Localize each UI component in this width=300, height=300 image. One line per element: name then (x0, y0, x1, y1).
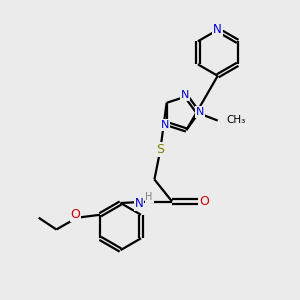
Text: N: N (161, 120, 169, 130)
Text: N: N (213, 23, 222, 36)
Text: S: S (156, 143, 164, 157)
Text: N: N (181, 90, 189, 100)
Text: N: N (196, 107, 204, 117)
Text: N: N (134, 197, 143, 210)
Text: O: O (70, 208, 80, 221)
Text: O: O (199, 195, 209, 208)
Text: CH₃: CH₃ (226, 115, 245, 125)
Text: H: H (146, 192, 153, 202)
